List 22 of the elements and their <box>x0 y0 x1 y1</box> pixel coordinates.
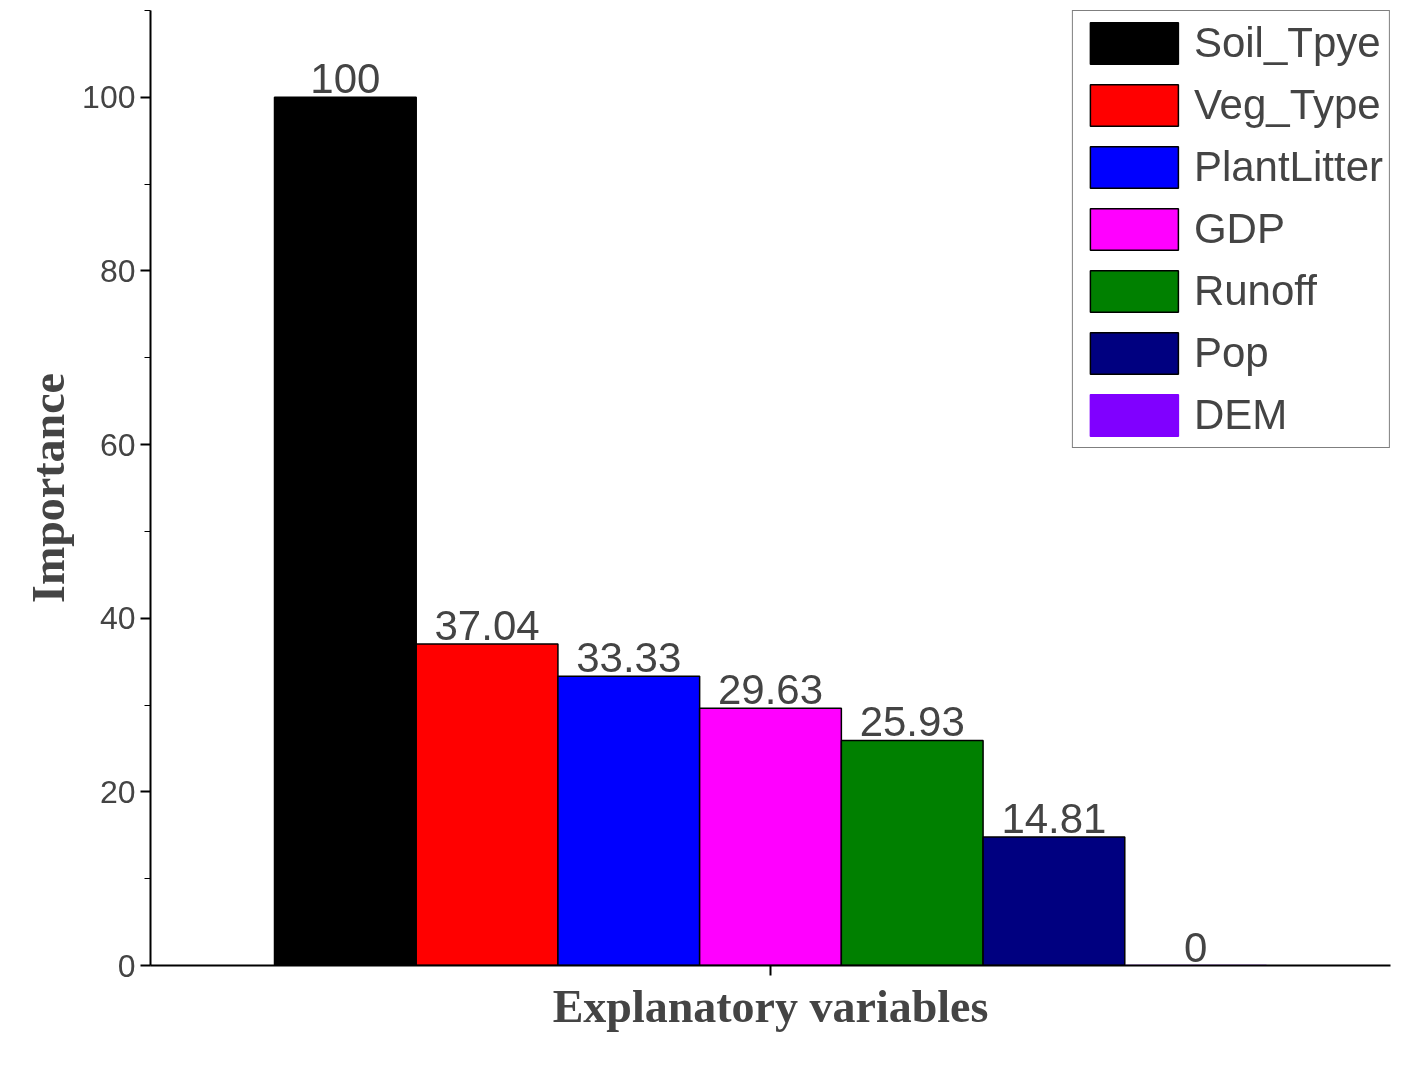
legend-label: DEM <box>1193 391 1288 439</box>
data-label: 14.81 <box>1001 794 1107 842</box>
legend-label: Runoff <box>1193 267 1317 315</box>
data-label: 25.93 <box>859 698 965 746</box>
y-tick-label: 60 <box>99 426 136 463</box>
legend-label: Pop <box>1193 329 1269 377</box>
y-tick-label: 80 <box>99 252 136 289</box>
legend-label: PlantLitter <box>1193 143 1383 191</box>
data-label: 100 <box>310 55 381 103</box>
legend-label: Soil_Tpye <box>1193 19 1381 67</box>
y-tick-label: 100 <box>82 79 136 116</box>
data-label: 0 <box>1183 923 1208 971</box>
data-label: 33.33 <box>576 634 682 682</box>
y-tick-label: 20 <box>99 773 136 810</box>
data-label: 37.04 <box>434 601 540 649</box>
data-label: 29.63 <box>717 666 824 714</box>
legend-label: GDP <box>1193 205 1285 253</box>
x-axis-title: Explanatory variables <box>552 980 989 1032</box>
y-axis-title: Importance <box>23 373 75 603</box>
y-tick-label: 0 <box>117 947 136 984</box>
legend-label: Veg_Type <box>1193 81 1381 129</box>
y-tick-label: 40 <box>99 600 136 637</box>
